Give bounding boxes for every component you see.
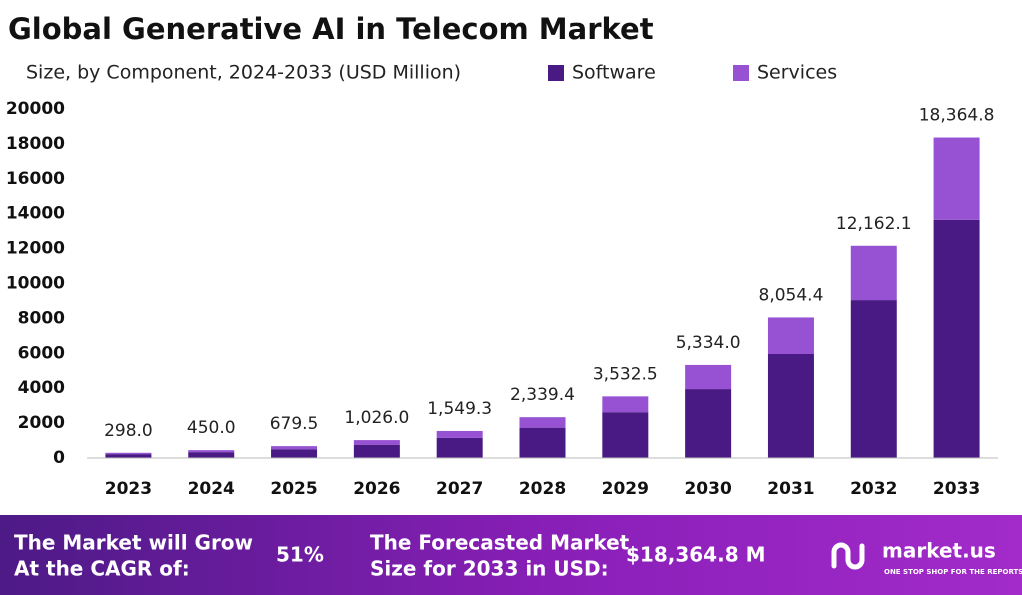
x-tick-label: 2032: [850, 479, 897, 499]
bar-segment: [271, 449, 318, 458]
x-tick-label: 2024: [188, 479, 235, 499]
forecast-text: Size for 2033 in USD:: [370, 557, 609, 581]
y-tick-label: 0: [53, 448, 65, 468]
chart-subtitle: Size, by Component, 2024-2033 (USD Milli…: [26, 62, 461, 84]
x-tick-label: 2027: [436, 479, 483, 499]
y-tick-label: 12000: [6, 239, 65, 259]
chart-title: Global Generative AI in Telecom Market: [8, 12, 654, 46]
bar-segment: [519, 417, 566, 428]
bar-segment: [105, 452, 152, 455]
bar-segment: [933, 219, 980, 458]
legend-swatch: [548, 65, 564, 81]
y-tick-label: 6000: [18, 343, 65, 363]
x-tick-label: 2023: [105, 479, 152, 499]
bar-segment: [602, 412, 649, 458]
bar-segment: [519, 427, 566, 458]
x-tick-label: 2025: [270, 479, 317, 499]
value-label: 1,026.0: [344, 408, 409, 428]
bar-segment: [105, 454, 152, 458]
bar-segment: [850, 245, 897, 301]
tagline: ONE STOP SHOP FOR THE REPORTS: [884, 568, 1022, 576]
value-label: 18,364.8: [919, 106, 995, 126]
cagr-text: At the CAGR of:: [14, 557, 190, 581]
value-label: 1,549.3: [427, 399, 492, 419]
x-tick-label: 2030: [684, 479, 731, 499]
bar-segment: [188, 450, 235, 453]
x-tick-label: 2028: [519, 479, 566, 499]
banner: [0, 515, 1022, 595]
bar-segment: [767, 317, 814, 354]
bar-segment: [353, 440, 400, 445]
y-tick-label: 8000: [18, 308, 65, 328]
y-tick-label: 4000: [18, 378, 65, 398]
y-tick-label: 14000: [6, 204, 65, 224]
cagr-value: 51%: [276, 543, 324, 567]
legend-label: Services: [757, 62, 837, 84]
bar-segment: [933, 137, 980, 220]
bar-segment: [850, 300, 897, 458]
bar-segment: [436, 437, 483, 458]
y-tick-label: 16000: [6, 169, 65, 189]
y-tick-label: 18000: [6, 134, 65, 154]
x-tick-label: 2029: [602, 479, 649, 499]
value-label: 8,054.4: [759, 285, 824, 305]
legend-label: Software: [572, 62, 656, 84]
x-tick-label: 2033: [933, 479, 980, 499]
forecast-value: $18,364.8 M: [626, 543, 765, 567]
bar-segment: [767, 353, 814, 458]
y-tick-label: 10000: [6, 274, 65, 294]
bar-segment: [685, 389, 732, 458]
brand: market.us: [882, 539, 996, 563]
bar-segment: [188, 452, 235, 458]
value-label: 450.0: [187, 418, 236, 438]
bar-segment: [685, 364, 732, 390]
bar-segment: [353, 444, 400, 458]
value-label: 2,339.4: [510, 385, 575, 405]
y-tick-label: 2000: [18, 413, 65, 433]
bar-segment: [271, 446, 318, 450]
value-label: 679.5: [270, 414, 319, 434]
cagr-text: The Market will Grow: [14, 531, 253, 555]
x-tick-label: 2026: [353, 479, 400, 499]
value-label: 298.0: [104, 421, 153, 441]
brand-logo: [831, 542, 865, 570]
value-label: 5,334.0: [676, 333, 741, 353]
value-label: 12,162.1: [836, 214, 912, 234]
legend-swatch: [733, 65, 749, 81]
forecast-text: The Forecasted Market: [370, 531, 630, 555]
x-tick-label: 2031: [767, 479, 814, 499]
value-label: 3,532.5: [593, 364, 658, 384]
y-tick-label: 20000: [6, 99, 65, 119]
bar-segment: [436, 430, 483, 438]
bar-segment: [602, 396, 649, 413]
